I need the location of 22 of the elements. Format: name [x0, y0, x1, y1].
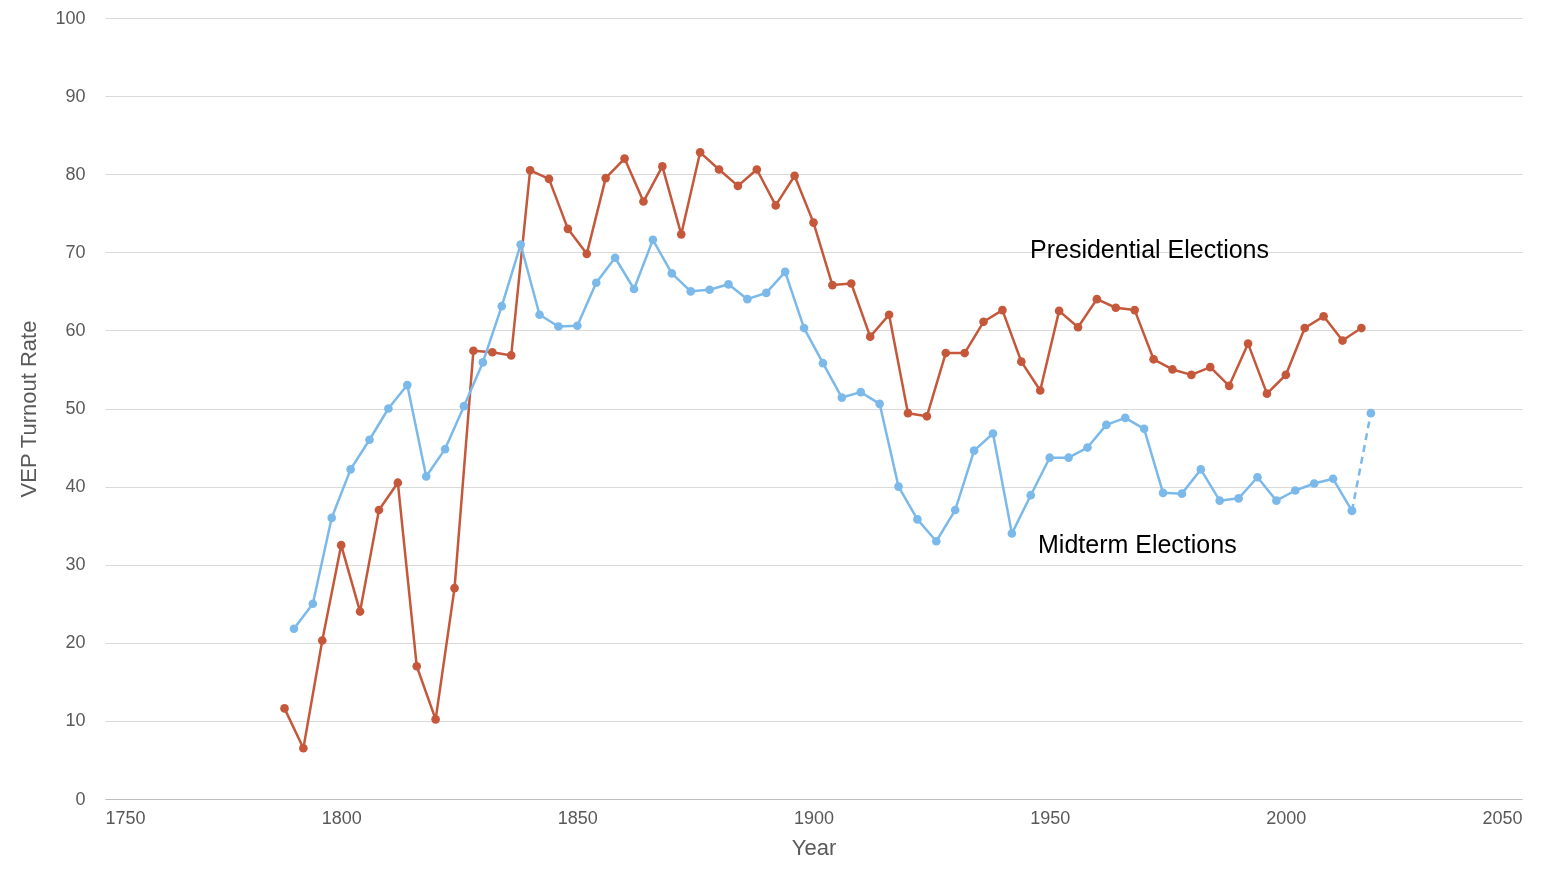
- y-tick-label: 60: [65, 319, 86, 340]
- y-tick-label: 20: [65, 632, 86, 653]
- x-tick-label: 1850: [557, 807, 598, 828]
- y-tick-label: 70: [65, 241, 86, 262]
- text: Presidential Elections: [1030, 235, 1270, 263]
- x-tick-label: 2050: [1482, 807, 1523, 828]
- y-tick-label: 0: [75, 788, 86, 809]
- y-tick-label: 80: [65, 163, 86, 184]
- y-tick-label: 100: [55, 7, 86, 28]
- x-tick-label: 1800: [321, 807, 362, 828]
- y-tick-label: 10: [65, 710, 86, 731]
- x-tick-label: 1750: [105, 807, 146, 828]
- y-tick-label: 90: [65, 85, 86, 106]
- y-axis-title: VEP Turnout Rate: [16, 320, 42, 498]
- x-tick-label: 1950: [1030, 807, 1071, 828]
- series-label: Midterm Elections: [1038, 530, 1237, 558]
- y-tick-label: 30: [65, 554, 86, 575]
- x-tick-label: 1900: [793, 807, 835, 828]
- x-tick-label: 2000: [1266, 807, 1307, 828]
- y-tick-label: 50: [65, 398, 86, 418]
- y-tick-label: 40: [65, 476, 86, 497]
- x-axis-title: Year: [791, 834, 837, 860]
